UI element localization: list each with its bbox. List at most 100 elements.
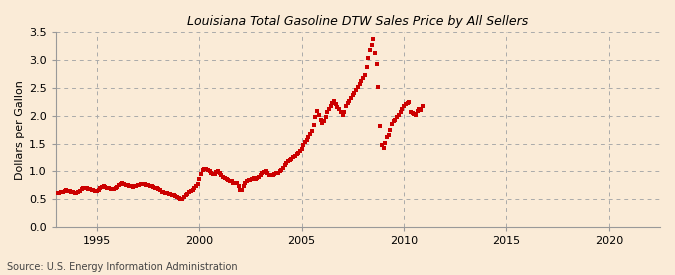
Point (298, 143, 308, 147)
Point (206, 171, 217, 175)
Point (144, 184, 155, 188)
Point (259, 170, 269, 174)
Point (192, 182, 203, 186)
Point (320, 115, 331, 120)
Point (291, 152, 302, 156)
Point (70, 190, 80, 195)
Point (59, 189, 70, 193)
Point (129, 184, 140, 189)
Point (325, 104, 336, 108)
Point (293, 151, 304, 155)
Point (361, 64, 372, 69)
Point (71, 190, 82, 195)
Point (197, 167, 208, 172)
Point (230, 180, 240, 185)
Point (170, 194, 181, 198)
Point (228, 180, 239, 185)
Point (112, 185, 123, 189)
Point (271, 171, 281, 175)
Point (208, 172, 219, 177)
Point (371, 62, 382, 67)
Point (335, 109, 346, 114)
Point (141, 183, 152, 187)
Point (394, 112, 404, 117)
Point (64, 189, 75, 193)
Point (381, 135, 392, 140)
Point (346, 96, 356, 100)
Point (333, 107, 344, 112)
Point (367, 43, 377, 47)
Point (406, 110, 416, 114)
Point (168, 193, 179, 198)
Point (103, 186, 114, 190)
Point (301, 138, 312, 142)
Point (173, 196, 184, 200)
Point (417, 103, 428, 108)
Point (412, 109, 423, 113)
Point (240, 180, 250, 185)
Point (274, 169, 285, 174)
Point (178, 194, 189, 199)
Point (380, 141, 391, 145)
Point (300, 140, 310, 145)
Point (160, 190, 171, 195)
Point (315, 118, 326, 122)
Point (107, 187, 117, 191)
Point (115, 182, 126, 186)
Point (202, 167, 213, 172)
Point (341, 104, 352, 108)
Point (54, 190, 65, 195)
Point (410, 112, 421, 117)
Point (319, 119, 329, 123)
Point (83, 186, 94, 191)
Point (375, 123, 385, 128)
Point (284, 158, 295, 163)
Point (121, 183, 132, 187)
Point (146, 184, 157, 189)
Point (288, 155, 298, 160)
Point (122, 183, 133, 188)
Point (171, 194, 182, 199)
Point (102, 185, 113, 190)
Point (236, 188, 247, 192)
Point (204, 169, 215, 173)
Point (306, 129, 317, 133)
Point (78, 186, 88, 190)
Point (158, 190, 169, 194)
Point (313, 112, 324, 117)
Point (370, 51, 381, 55)
Point (74, 189, 85, 193)
Point (303, 135, 314, 139)
Point (81, 186, 92, 190)
Point (323, 107, 334, 111)
Point (283, 159, 294, 163)
Point (387, 122, 398, 126)
Point (187, 188, 198, 192)
Point (157, 189, 167, 194)
Point (119, 182, 130, 186)
Point (57, 189, 68, 194)
Point (131, 184, 142, 188)
Point (97, 185, 107, 189)
Point (76, 187, 87, 191)
Point (238, 184, 249, 189)
Point (185, 189, 196, 193)
Point (163, 192, 174, 196)
Point (190, 184, 201, 189)
Point (88, 188, 99, 192)
Point (90, 189, 101, 193)
Point (373, 84, 384, 89)
Point (177, 197, 188, 201)
Point (358, 76, 369, 81)
Point (149, 185, 160, 190)
Point (392, 115, 403, 120)
Point (261, 169, 271, 174)
Point (100, 185, 111, 189)
Point (351, 88, 362, 92)
Title: Louisiana Total Gasoline DTW Sales Price by All Sellers: Louisiana Total Gasoline DTW Sales Price… (188, 15, 529, 28)
Point (329, 99, 340, 103)
Point (385, 127, 396, 132)
Point (109, 186, 119, 191)
Point (267, 173, 278, 177)
Point (305, 132, 316, 136)
